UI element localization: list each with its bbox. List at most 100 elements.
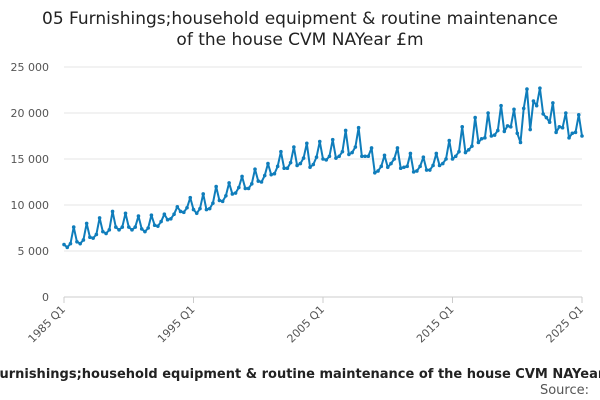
data-point[interactable]	[408, 151, 413, 156]
data-point[interactable]	[233, 191, 238, 195]
data-point[interactable]	[437, 163, 442, 168]
data-point[interactable]	[188, 195, 193, 200]
data-point[interactable]	[198, 206, 202, 211]
data-point[interactable]	[444, 157, 448, 161]
data-point[interactable]	[515, 131, 520, 136]
data-point[interactable]	[415, 169, 419, 173]
data-point[interactable]	[123, 211, 128, 216]
data-point[interactable]	[499, 103, 503, 108]
data-point[interactable]	[191, 207, 196, 212]
data-point[interactable]	[551, 101, 555, 105]
data-point[interactable]	[340, 149, 345, 154]
data-point[interactable]	[133, 225, 138, 229]
data-point[interactable]	[411, 170, 416, 174]
data-point[interactable]	[580, 134, 584, 138]
data-point[interactable]	[262, 173, 267, 178]
data-point[interactable]	[266, 161, 270, 166]
data-point[interactable]	[330, 137, 335, 142]
data-point[interactable]	[324, 158, 329, 162]
data-point[interactable]	[292, 145, 296, 149]
data-point[interactable]	[418, 164, 422, 169]
data-point[interactable]	[476, 140, 481, 145]
data-point[interactable]	[317, 139, 322, 144]
data-point[interactable]	[243, 186, 248, 191]
data-point[interactable]	[256, 179, 261, 183]
data-point[interactable]	[489, 134, 494, 138]
data-point[interactable]	[395, 146, 400, 150]
data-point[interactable]	[486, 111, 490, 115]
data-point[interactable]	[457, 149, 461, 154]
data-point[interactable]	[272, 171, 277, 176]
data-point[interactable]	[156, 224, 160, 228]
data-point[interactable]	[366, 154, 371, 159]
data-point[interactable]	[68, 241, 73, 246]
data-point[interactable]	[431, 163, 435, 168]
data-point[interactable]	[421, 155, 426, 159]
data-point[interactable]	[288, 160, 293, 165]
data-point[interactable]	[178, 209, 183, 214]
data-point[interactable]	[576, 113, 581, 117]
data-point[interactable]	[126, 225, 131, 229]
data-point[interactable]	[169, 217, 173, 221]
data-point[interactable]	[496, 128, 500, 133]
data-point[interactable]	[175, 205, 180, 209]
data-point[interactable]	[130, 228, 134, 232]
data-point[interactable]	[181, 210, 186, 215]
data-point[interactable]	[450, 157, 455, 161]
data-point[interactable]	[217, 198, 222, 203]
data-point[interactable]	[337, 154, 341, 159]
data-point[interactable]	[505, 124, 510, 128]
data-point[interactable]	[75, 240, 79, 244]
data-point[interactable]	[363, 154, 367, 159]
data-point[interactable]	[353, 145, 358, 149]
data-point[interactable]	[143, 229, 147, 234]
data-point[interactable]	[136, 214, 141, 218]
data-point[interactable]	[104, 231, 108, 236]
data-point[interactable]	[269, 172, 274, 177]
data-point[interactable]	[392, 157, 397, 161]
data-point[interactable]	[220, 199, 225, 204]
data-point[interactable]	[275, 164, 280, 169]
data-point[interactable]	[554, 130, 558, 135]
data-point[interactable]	[224, 194, 228, 198]
data-point[interactable]	[88, 235, 92, 239]
data-point[interactable]	[214, 184, 218, 189]
data-point[interactable]	[91, 236, 95, 240]
data-point[interactable]	[541, 112, 545, 116]
data-point[interactable]	[402, 165, 406, 170]
data-point[interactable]	[110, 209, 115, 214]
data-point[interactable]	[544, 115, 549, 120]
data-point[interactable]	[117, 228, 121, 232]
data-point[interactable]	[428, 168, 432, 172]
data-point[interactable]	[473, 115, 477, 120]
data-point[interactable]	[285, 166, 290, 170]
data-point[interactable]	[483, 136, 487, 140]
data-point[interactable]	[434, 151, 439, 156]
data-point[interactable]	[334, 156, 338, 160]
data-point[interactable]	[97, 216, 102, 220]
data-point[interactable]	[470, 144, 474, 148]
data-point[interactable]	[534, 103, 539, 108]
data-point[interactable]	[194, 211, 199, 216]
data-point[interactable]	[389, 161, 393, 166]
data-point[interactable]	[424, 168, 429, 172]
data-point[interactable]	[508, 125, 513, 129]
data-point[interactable]	[321, 157, 325, 161]
data-point[interactable]	[573, 130, 578, 135]
data-point[interactable]	[94, 232, 99, 237]
data-point[interactable]	[376, 169, 380, 173]
data-point[interactable]	[528, 127, 532, 132]
data-point[interactable]	[379, 164, 384, 169]
data-point[interactable]	[447, 138, 452, 143]
data-point[interactable]	[305, 141, 309, 146]
data-point[interactable]	[343, 128, 348, 133]
data-point[interactable]	[538, 86, 542, 90]
data-point[interactable]	[298, 161, 303, 166]
data-point[interactable]	[557, 125, 562, 129]
data-point[interactable]	[172, 212, 176, 216]
data-point[interactable]	[398, 166, 403, 170]
data-point[interactable]	[227, 181, 231, 185]
data-point[interactable]	[521, 106, 526, 111]
data-point[interactable]	[405, 164, 409, 169]
data-point[interactable]	[382, 153, 387, 158]
